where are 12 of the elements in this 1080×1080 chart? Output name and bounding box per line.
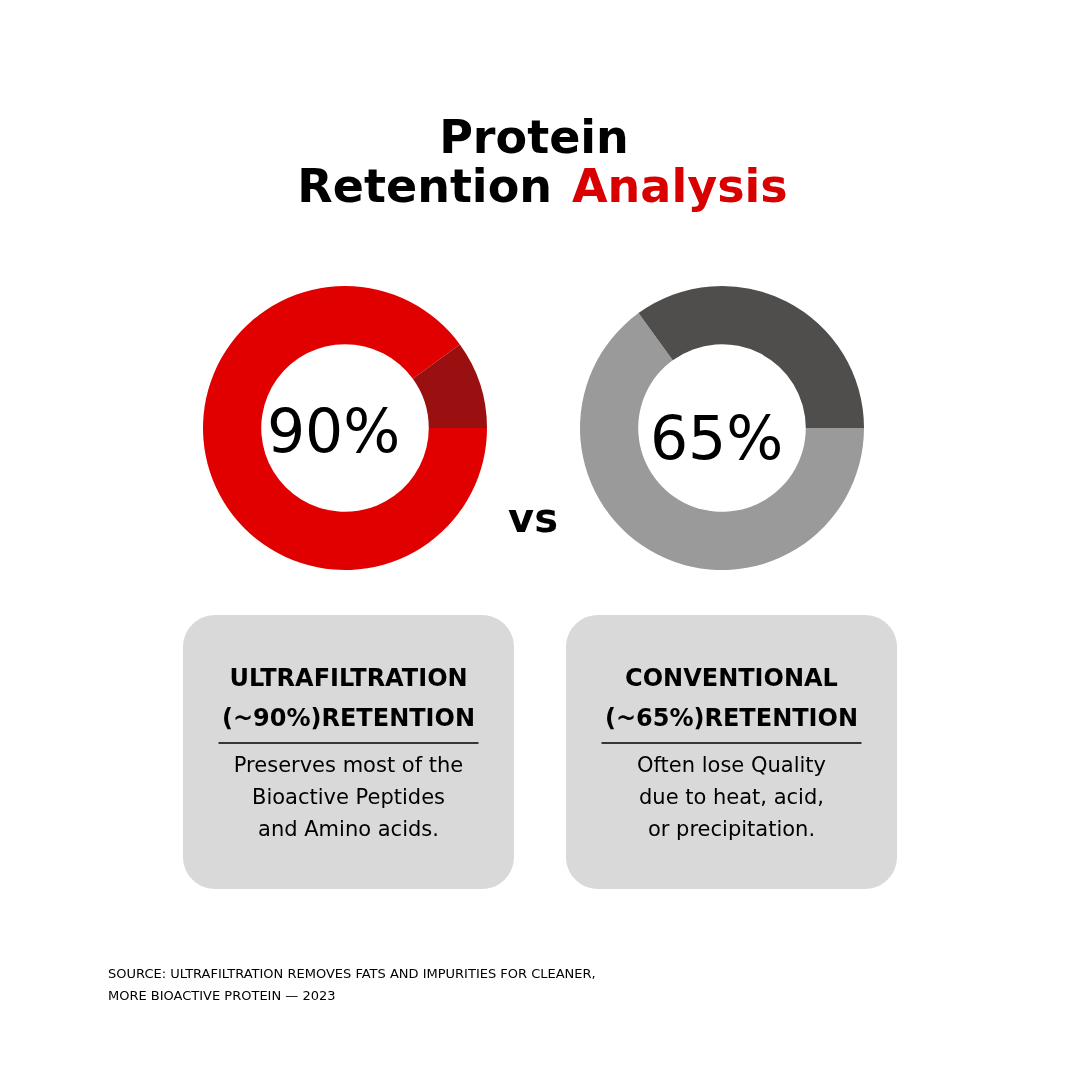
donut-slice: [580, 313, 864, 570]
source-note: SOURCE: ULTRAFILTRATION REMOVES FATS AND IMPURITIES FOR CLEANER, MORE BIOACTIVE PROTEIN — 2023: [108, 966, 596, 1003]
text: CONVENTIONAL (~65%)RETENTION: [604, 664, 859, 732]
text: ULTRAFILTRATION (~90%)RETENTION: [221, 664, 476, 732]
text: Often lose Quality due to heat, acid, or precipitation.: [637, 753, 826, 841]
data-label: 65%: [649, 402, 784, 473]
text: vs: [508, 495, 558, 541]
data-label: 90%: [266, 395, 401, 466]
donut-slice: [412, 344, 487, 428]
chart-title: Protein Retention Analysis: [297, 110, 788, 213]
text: Preserves most of the Bioactive Peptides and Amino acids.: [233, 753, 464, 841]
donut-slice: [203, 286, 487, 570]
